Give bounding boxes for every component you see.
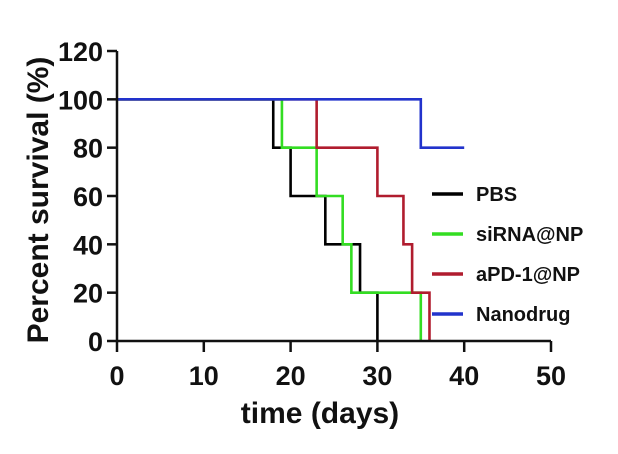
legend-item: siRNA@NP <box>432 224 583 246</box>
y-tick-label: 100 <box>58 85 103 115</box>
legend-label: aPD-1@NP <box>476 264 580 286</box>
legend-label: Nanodrug <box>476 304 570 326</box>
y-tick-label: 40 <box>73 230 103 260</box>
x-ticks: 0 10 20 30 40 50 <box>109 341 566 391</box>
series-layer <box>117 98 465 341</box>
y-axis-title: Percent survival (%) <box>22 57 55 344</box>
x-tick-label: 10 <box>189 361 219 391</box>
legend-item: Nanodrug <box>432 304 570 326</box>
legend-item: aPD-1@NP <box>432 264 580 286</box>
x-tick-label: 30 <box>362 361 392 391</box>
series-line-sirna-np <box>117 98 423 341</box>
x-tick-label: 20 <box>276 361 306 391</box>
legend-label: siRNA@NP <box>476 224 583 246</box>
x-tick-label: 0 <box>109 361 124 391</box>
y-tick-label: 80 <box>73 134 103 164</box>
legend-item: PBS <box>432 184 517 206</box>
y-tick-label: 60 <box>73 182 103 212</box>
x-tick-label: 50 <box>536 361 566 391</box>
series-line-nanodrug <box>117 98 465 149</box>
y-tick-label: 0 <box>88 327 103 357</box>
x-tick-label: 40 <box>449 361 479 391</box>
y-tick-label: 120 <box>58 37 103 67</box>
legend: PBS siRNA@NP aPD-1@NP Nanodrug <box>432 184 583 326</box>
y-tick-label: 20 <box>73 279 103 309</box>
series-line-apd-1-np <box>117 98 431 341</box>
series-line-pbs <box>117 98 379 341</box>
legend-label: PBS <box>476 184 517 206</box>
x-axis-title: time (days) <box>241 397 399 430</box>
y-ticks: 0 20 40 60 80 100 120 <box>58 37 117 357</box>
